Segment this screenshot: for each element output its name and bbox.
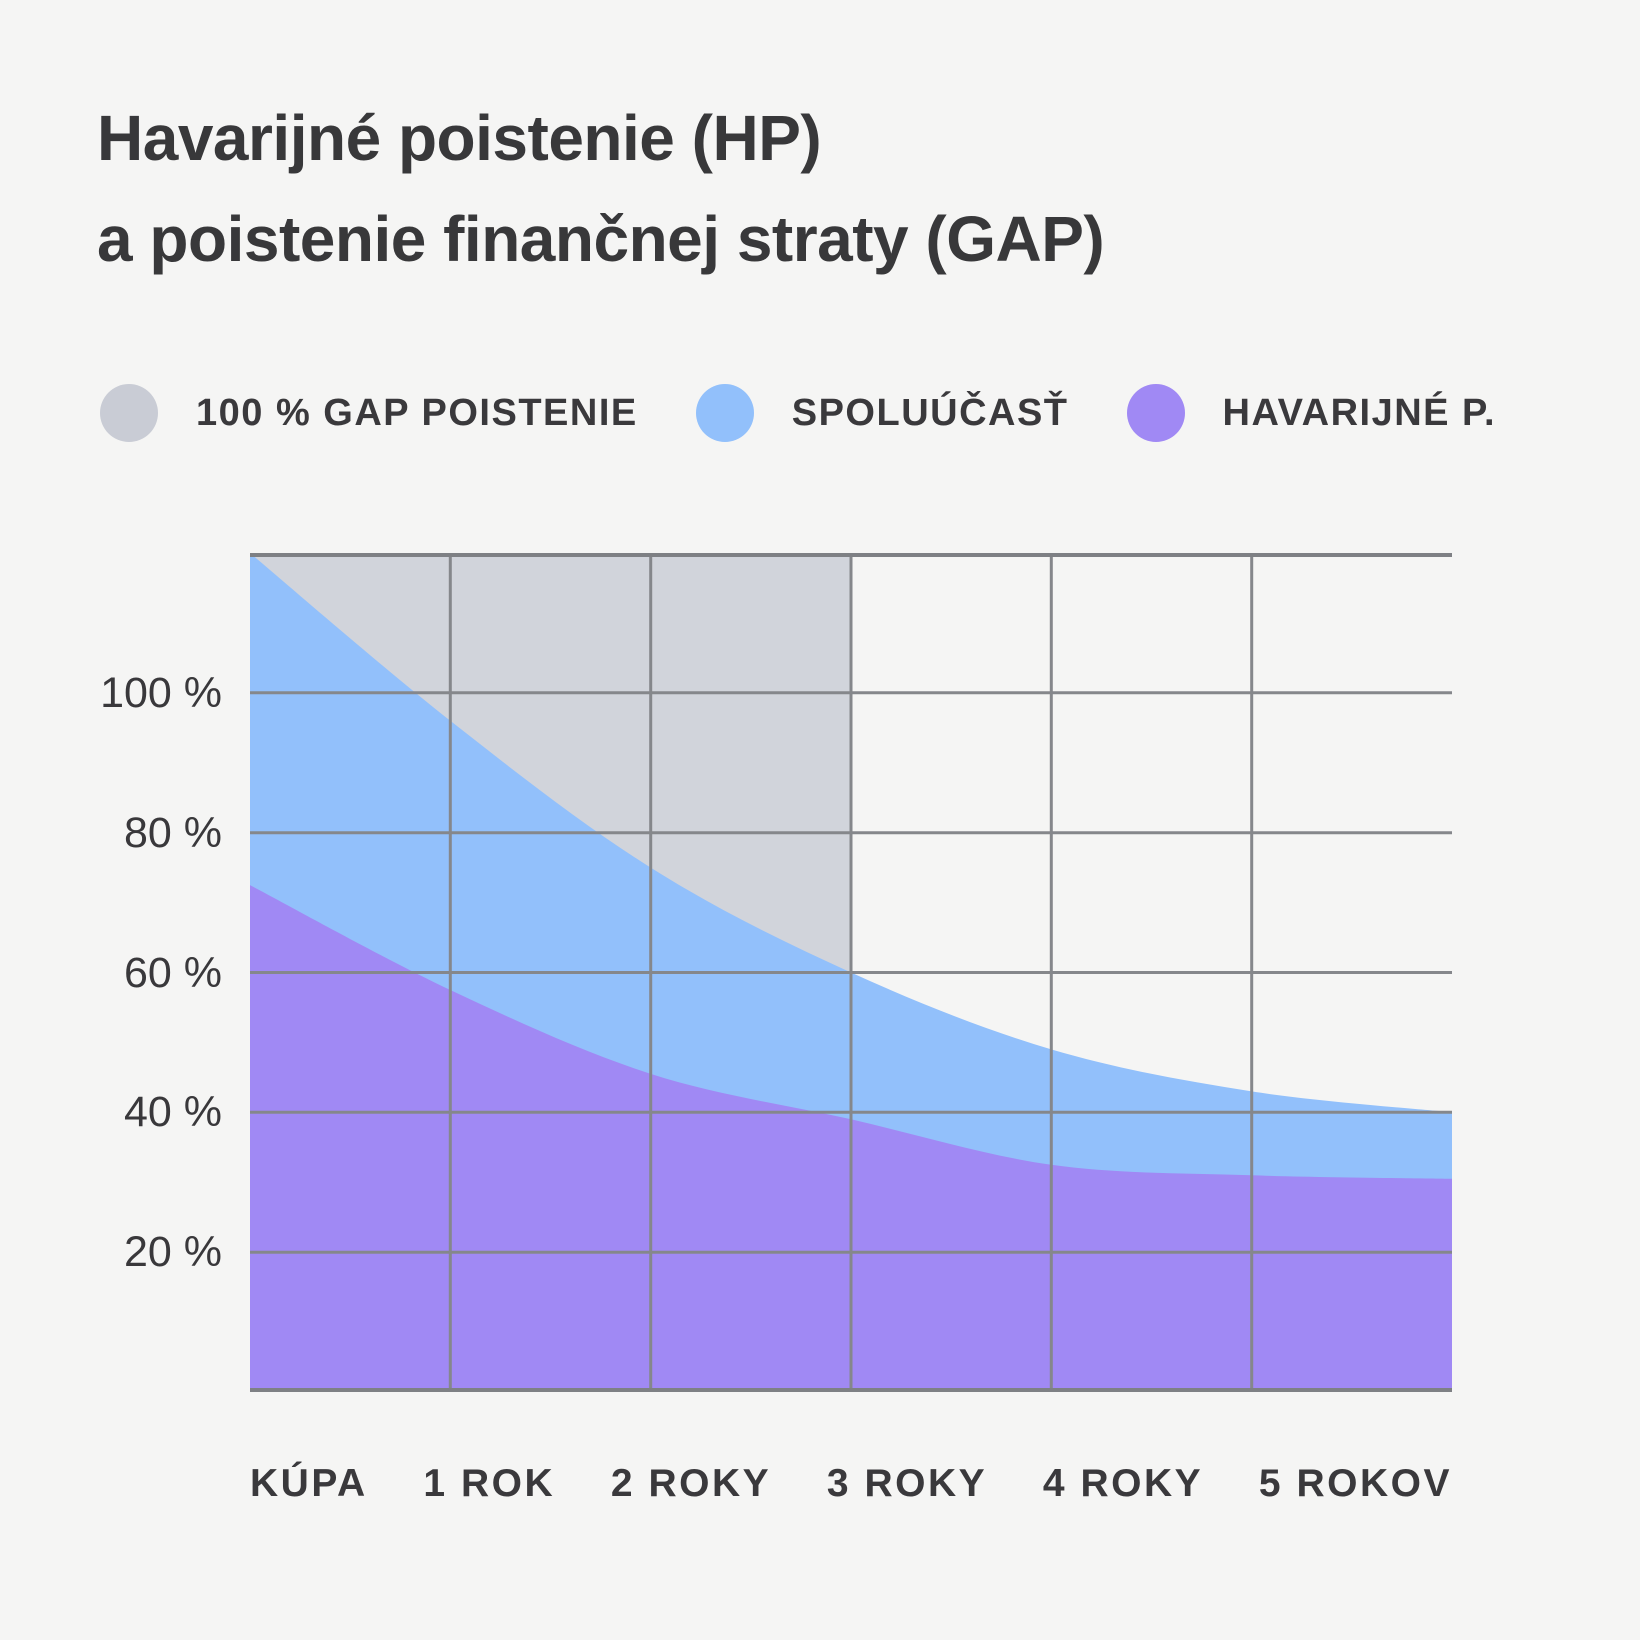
legend-label-spoluucast: SPOLUÚČASŤ	[791, 391, 1069, 434]
y-tick-label: 60 %	[123, 949, 222, 997]
page-title: Havarijné poistenie (HP) a poistenie fin…	[97, 88, 1105, 290]
gap-circle-swatch-icon	[100, 384, 158, 442]
chart-plot-area	[250, 553, 1452, 1392]
x-tick-label: 5 ROKOV	[1258, 1462, 1452, 1505]
legend-label-gap: 100 % GAP POISTENIE	[196, 391, 638, 434]
title-line-1: Havarijné poistenie (HP)	[97, 102, 822, 174]
plot-border	[250, 553, 1452, 1392]
legend-label-havarijne: HAVARIJNÉ P.	[1222, 391, 1497, 434]
y-tick-label: 80 %	[123, 809, 222, 857]
y-tick-label: 100 %	[100, 669, 222, 717]
gridlines	[250, 553, 1452, 1392]
x-tick-label: 2 ROKY	[610, 1462, 772, 1505]
legend-item-spoluucast: SPOLUÚČASŤ	[695, 384, 1069, 442]
spoluucast-circle-swatch-icon	[695, 384, 754, 442]
chart-svg	[250, 553, 1452, 1392]
havarijne-circle-swatch-icon	[1126, 384, 1185, 442]
title-line-2: a poistenie finančnej straty (GAP)	[97, 203, 1105, 275]
y-tick-label: 20 %	[123, 1228, 222, 1276]
legend-item-gap: 100 % GAP POISTENIE	[100, 384, 638, 442]
x-tick-label: 3 ROKY	[826, 1462, 988, 1505]
x-axis-labels: KÚPA 1 ROK 2 ROKY 3 ROKY 4 ROKY 5 ROKOV	[250, 1462, 1452, 1506]
legend-item-havarijne: HAVARIJNÉ P.	[1126, 384, 1497, 442]
y-tick-label: 40 %	[123, 1088, 222, 1136]
chart-legend: 100 % GAP POISTENIE SPOLUÚČASŤ HAVARIJNÉ…	[100, 384, 1496, 442]
x-tick-label: 4 ROKY	[1042, 1462, 1204, 1505]
x-tick-label: KÚPA	[250, 1462, 368, 1505]
x-tick-label: 1 ROK	[423, 1462, 556, 1505]
